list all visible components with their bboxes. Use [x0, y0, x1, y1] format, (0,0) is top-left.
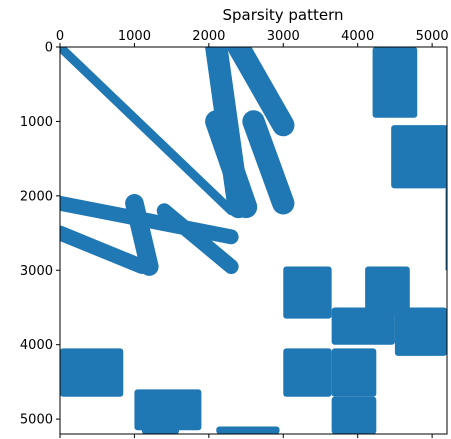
block-2 [331, 307, 395, 345]
block-0 [283, 266, 332, 319]
block-12 [216, 426, 280, 434]
diagonal-band-0 [60, 47, 236, 216]
block-6 [391, 125, 447, 189]
x-tick-label-4: 4000 [341, 29, 374, 44]
diagonal-band-3 [205, 110, 258, 219]
x-tick-label-5: 5000 [416, 29, 449, 44]
block-8 [394, 307, 447, 356]
y-tick-label-4: 4000 [20, 338, 53, 353]
diagonal-band-8 [156, 203, 239, 274]
diagonal-band-7 [125, 193, 159, 276]
plot-frame [59, 46, 448, 435]
diagonal-band-2 [227, 47, 295, 137]
diagonal-band-6 [60, 225, 150, 274]
x-tick-label-2: 2000 [192, 29, 225, 44]
y-tick-label-2: 2000 [20, 189, 53, 204]
plot-area [60, 47, 447, 434]
y-tick-label-3: 3000 [20, 264, 53, 279]
block-9 [60, 348, 124, 397]
y-tick-label-1: 1000 [20, 115, 53, 130]
y-tick-label-5: 5000 [20, 413, 53, 428]
block-5 [372, 47, 418, 118]
diagonal-band-4 [242, 110, 295, 215]
x-tick-label-3: 3000 [267, 29, 300, 44]
block-11 [141, 411, 180, 434]
x-tick-label-1: 1000 [118, 29, 151, 44]
block-1 [283, 348, 332, 397]
block-3 [331, 348, 377, 397]
y-tick-label-0: 0 [45, 41, 53, 56]
block-4 [331, 396, 377, 434]
edge-strip-0 [445, 125, 447, 271]
axes: 0 1000 2000 3000 4000 5000 0 1000 2000 3000 4000 50… [20, 29, 449, 438]
chart-title: Sparsity pattern [222, 6, 343, 24]
x-tick-label-0: 0 [56, 29, 64, 44]
block-7 [365, 266, 410, 315]
